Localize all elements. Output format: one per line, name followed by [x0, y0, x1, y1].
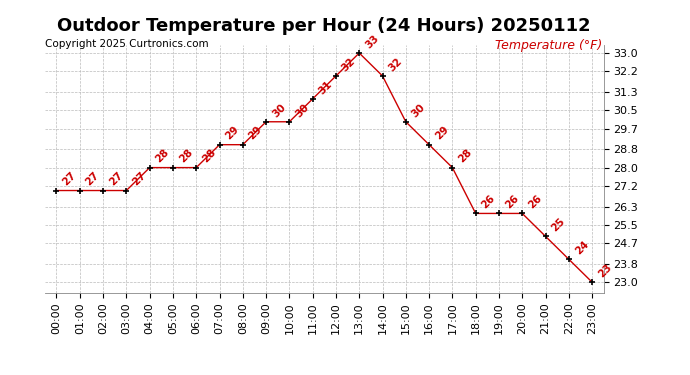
Text: 32: 32: [386, 56, 404, 73]
Text: 33: 33: [364, 33, 381, 50]
Text: 28: 28: [177, 147, 195, 165]
Text: 27: 27: [130, 170, 148, 188]
Text: 26: 26: [480, 194, 497, 211]
Text: 30: 30: [270, 102, 288, 119]
Text: 26: 26: [503, 194, 520, 211]
Text: 27: 27: [107, 170, 125, 188]
Text: 23: 23: [596, 262, 613, 279]
Text: 28: 28: [200, 147, 218, 165]
Text: 29: 29: [247, 124, 264, 142]
Text: 27: 27: [84, 170, 101, 188]
Text: Copyright 2025 Curtronics.com: Copyright 2025 Curtronics.com: [45, 39, 208, 50]
Text: 30: 30: [410, 102, 427, 119]
Text: Outdoor Temperature per Hour (24 Hours) 20250112: Outdoor Temperature per Hour (24 Hours) …: [57, 17, 591, 35]
Text: 28: 28: [154, 147, 171, 165]
Text: 29: 29: [224, 124, 241, 142]
Text: 30: 30: [293, 102, 311, 119]
Text: 27: 27: [61, 170, 78, 188]
Text: 24: 24: [573, 239, 591, 256]
Text: 32: 32: [340, 56, 357, 73]
Text: 25: 25: [550, 216, 567, 234]
Text: 26: 26: [526, 194, 544, 211]
Text: 29: 29: [433, 124, 451, 142]
Text: 28: 28: [457, 147, 474, 165]
Text: 31: 31: [317, 79, 334, 96]
Text: Temperature (°F): Temperature (°F): [495, 39, 602, 53]
